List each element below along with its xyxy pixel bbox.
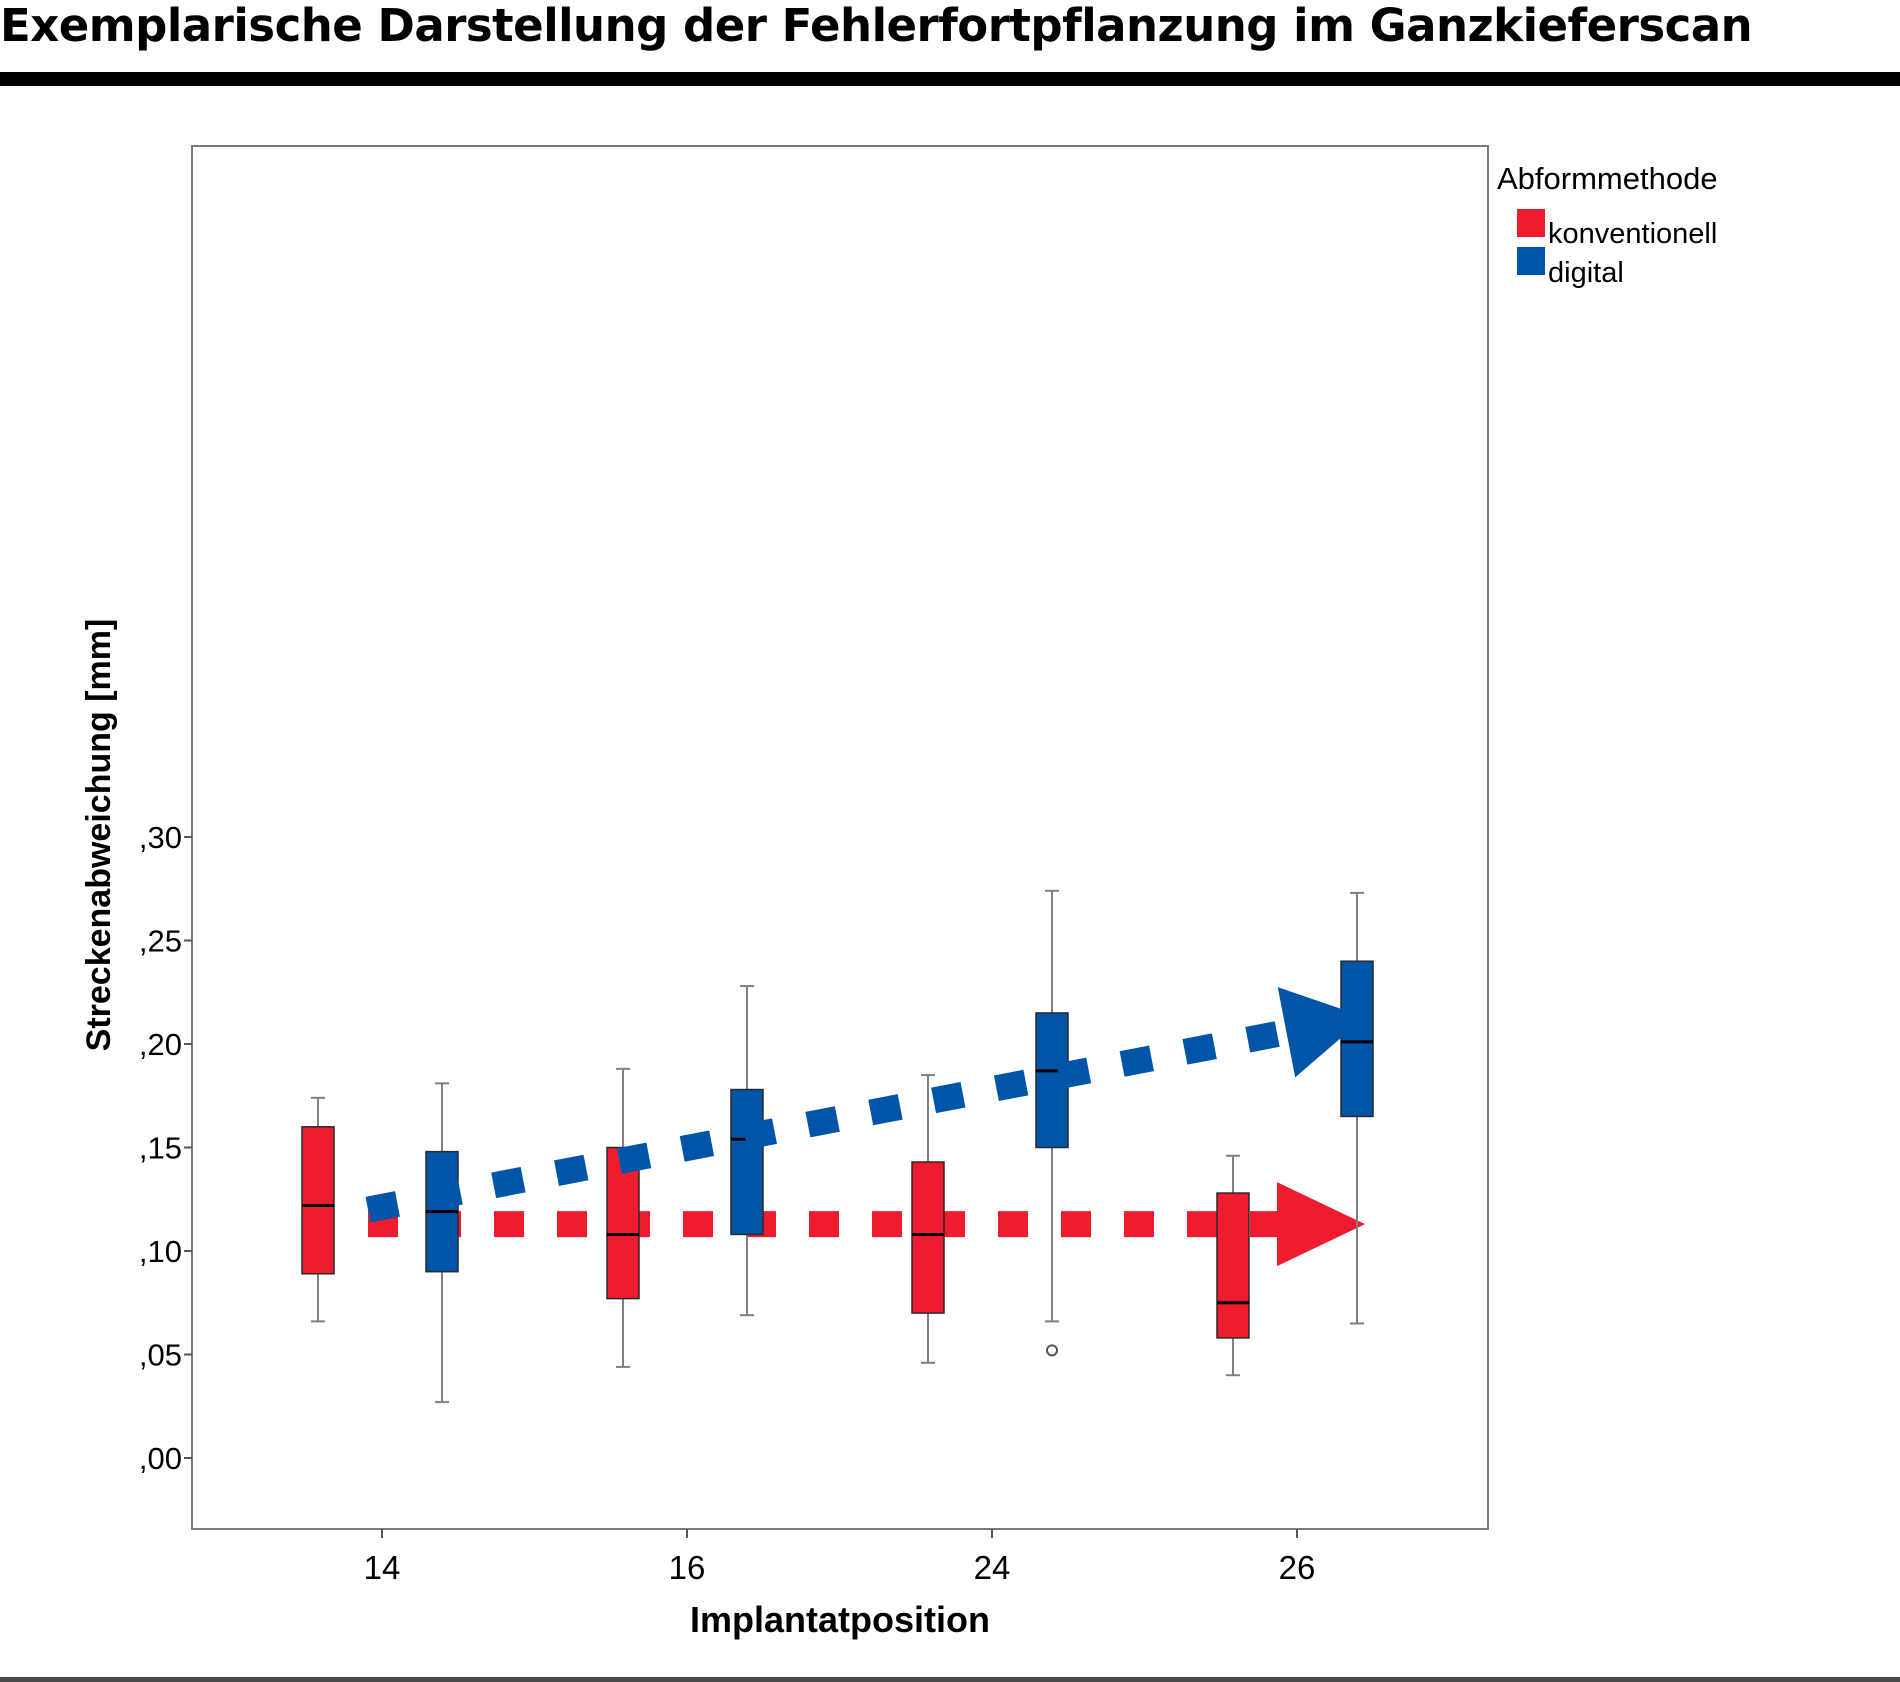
legend: Abformmethode konventionell digital <box>1497 161 1718 289</box>
y-axis: ,00 ,05 ,10 ,15 ,20 ,25 ,30 <box>139 820 192 1476</box>
bottom-rule <box>0 1677 1900 1682</box>
box-digital-24 <box>1035 889 1069 1357</box>
legend-swatch-digital <box>1517 247 1545 275</box>
box-konventionell-14 <box>301 1096 335 1323</box>
y-tick-label: ,20 <box>139 1027 182 1062</box>
y-tick-label: ,00 <box>139 1441 182 1476</box>
box-digital-16 <box>730 985 764 1317</box>
y-axis-title: Streckenabweichung [mm] <box>80 619 118 1052</box>
x-tick-label: 14 <box>364 1549 401 1586</box>
box-body <box>1340 960 1374 1118</box>
box-konventionell-16 <box>606 1067 640 1368</box>
box-konventionell-24 <box>911 1074 945 1364</box>
x-axis: 14 16 24 26 <box>364 1529 1316 1586</box>
box-body <box>911 1161 945 1314</box>
box-body <box>301 1126 335 1275</box>
legend-title: Abformmethode <box>1497 161 1718 196</box>
y-tick-label: ,25 <box>139 924 182 959</box>
legend-label-konventionell: konventionell <box>1548 218 1717 250</box>
box-body <box>730 1088 764 1236</box>
box-digital-26 <box>1340 891 1374 1325</box>
trend-arrow-konventionell <box>368 1182 1365 1267</box>
box-konventionell-26 <box>1216 1154 1250 1377</box>
legend-label-digital: digital <box>1548 257 1624 289</box>
page-title: Exemplarische Darstellung der Fehlerfort… <box>0 0 1753 52</box>
x-tick-label: 16 <box>669 1549 706 1586</box>
box-digital-14 <box>425 1082 459 1404</box>
x-tick-label: 24 <box>974 1549 1011 1586</box>
y-tick-label: ,15 <box>139 1131 182 1166</box>
plot-frame <box>191 145 1489 1530</box>
title-rule <box>0 72 1900 86</box>
arrow-shaft <box>365 1019 1289 1223</box>
legend-swatch-konventionell <box>1517 209 1545 237</box>
box-group <box>301 889 1374 1404</box>
y-tick-label: ,05 <box>139 1338 182 1373</box>
x-axis-title: Implantatposition <box>690 1599 990 1640</box>
y-tick-label: ,30 <box>139 820 182 855</box>
arrow-head <box>1277 1182 1365 1267</box>
outlier-point <box>1046 1344 1058 1357</box>
trend-arrow-digital <box>365 987 1365 1223</box>
x-tick-label: 26 <box>1279 1549 1316 1586</box>
y-tick-label: ,10 <box>139 1234 182 1269</box>
arrow-head <box>1277 987 1365 1078</box>
box-body <box>1216 1192 1250 1339</box>
